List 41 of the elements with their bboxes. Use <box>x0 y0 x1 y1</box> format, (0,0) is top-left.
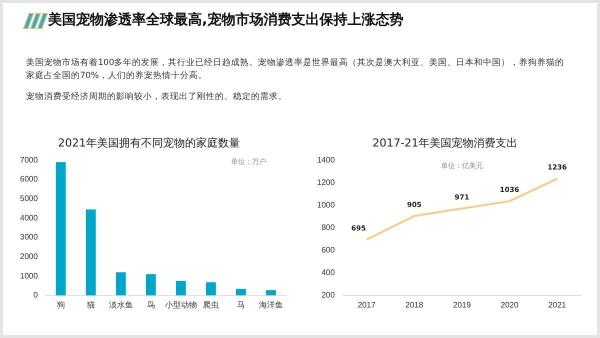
bar <box>86 209 96 296</box>
x-tick-label: 狗 <box>56 300 65 310</box>
y-tick-label: 0 <box>33 290 38 300</box>
x-tick-label: 淡水鱼 <box>108 300 133 310</box>
bar <box>116 272 126 296</box>
y-tick-label: 5000 <box>20 194 38 204</box>
text: 宠物消费受经济周期的影响较小，表现出了刚性的、稳定的需求。 <box>26 91 288 104</box>
x-tick-label: 2017 <box>358 300 376 310</box>
x-tick-label: 鸟 <box>146 300 155 310</box>
x-tick-label: 爬虫 <box>202 300 219 310</box>
bar <box>206 282 216 296</box>
x-tick-label: 小型动物 <box>164 300 197 310</box>
y-tick-label: 1000 <box>20 271 38 280</box>
text: 美国宠物市场有着100多年的发展，其行业已经日趋成熟。宠物渗透率是世界最高（其次是澳大利亚、美国、日本和中国），养狗养猫的家庭占全国的70%，人们的养宠热情十分高。 <box>26 57 566 83</box>
y-tick-label: 600 <box>321 246 336 255</box>
bar <box>56 162 66 296</box>
y-tick-label: 7000 <box>20 155 38 164</box>
y-tick-label: 3000 <box>20 232 38 242</box>
bar <box>266 290 276 296</box>
bar <box>146 274 156 296</box>
y-tick-label: 6000 <box>20 174 38 184</box>
x-tick-label: 猫 <box>86 300 95 310</box>
bar <box>236 288 246 296</box>
y-tick-label: 1000 <box>317 200 336 210</box>
x-tick-label: 2019 <box>453 300 472 310</box>
x-tick-label: 2018 <box>405 300 424 310</box>
chart-title: 2017-21年美国宠物消费支出 <box>372 136 518 150</box>
x-tick-label: 2020 <box>500 300 519 310</box>
y-tick-label: 2000 <box>20 252 38 261</box>
text: 美国宠物渗透率全球最高,宠物市场消费支出保持上涨态势 <box>48 11 404 29</box>
y-tick-label: 1200 <box>317 178 336 187</box>
y-tick-label: 800 <box>321 223 336 232</box>
y-tick-label: 4000 <box>20 213 38 222</box>
y-tick-label: 400 <box>321 268 336 278</box>
x-tick-label: 马 <box>236 300 245 310</box>
y-tick-label: 1400 <box>317 155 336 164</box>
y-tick-label: 200 <box>321 290 336 300</box>
chart-title: 2021年美国拥有不同宠物的家庭数量 <box>58 136 240 150</box>
x-tick-label: 2021 <box>548 300 567 310</box>
bar <box>176 280 186 296</box>
x-tick-label: 海洋鱼 <box>258 300 283 310</box>
